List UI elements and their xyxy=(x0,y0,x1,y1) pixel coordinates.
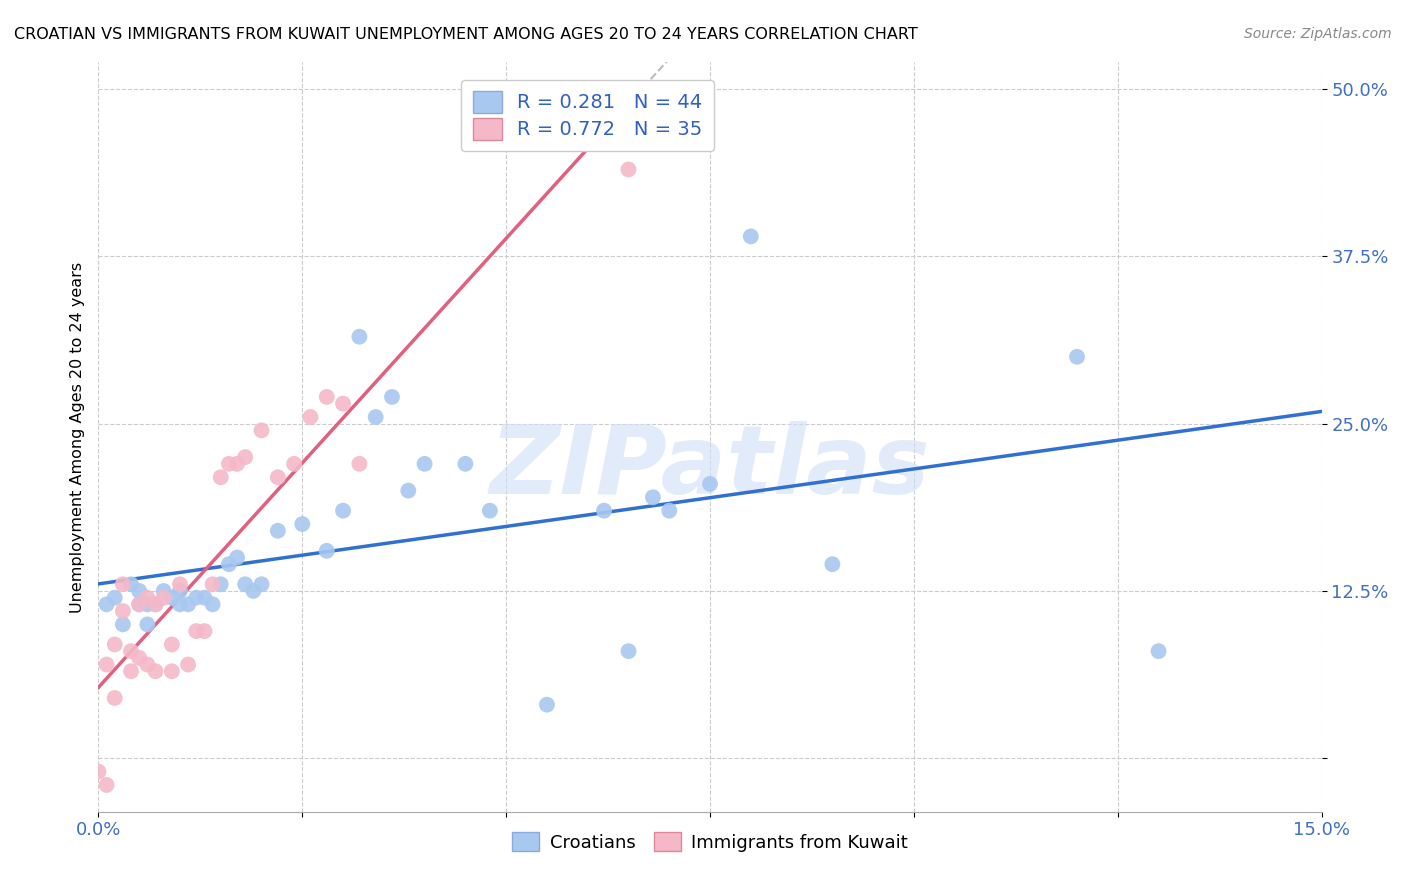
Y-axis label: Unemployment Among Ages 20 to 24 years: Unemployment Among Ages 20 to 24 years xyxy=(69,261,84,613)
Point xyxy=(201,577,224,591)
Point xyxy=(478,503,501,517)
Point xyxy=(699,477,721,491)
Point xyxy=(120,577,142,591)
Point xyxy=(160,591,183,605)
Point xyxy=(160,637,183,651)
Point xyxy=(267,470,290,484)
Point xyxy=(145,664,167,679)
Text: CROATIAN VS IMMIGRANTS FROM KUWAIT UNEMPLOYMENT AMONG AGES 20 TO 24 YEARS CORREL: CROATIAN VS IMMIGRANTS FROM KUWAIT UNEMP… xyxy=(14,27,918,42)
Point xyxy=(136,657,159,672)
Point xyxy=(617,162,640,177)
Point xyxy=(169,577,191,591)
Point xyxy=(413,457,436,471)
Point xyxy=(177,598,200,612)
Point xyxy=(233,450,256,464)
Point xyxy=(145,598,167,612)
Point xyxy=(364,410,387,425)
Point xyxy=(641,490,664,504)
Point xyxy=(120,664,142,679)
Point xyxy=(193,624,215,639)
Point xyxy=(136,591,159,605)
Point xyxy=(111,577,134,591)
Point xyxy=(349,330,371,344)
Point xyxy=(740,229,762,244)
Point xyxy=(299,410,322,425)
Text: ZIPatlas: ZIPatlas xyxy=(489,420,931,514)
Point xyxy=(396,483,419,498)
Point xyxy=(152,584,174,599)
Point xyxy=(267,524,290,538)
Legend: Croatians, Immigrants from Kuwait: Croatians, Immigrants from Kuwait xyxy=(505,824,915,859)
Point xyxy=(193,591,215,605)
Point xyxy=(136,598,159,612)
Point xyxy=(169,584,191,599)
Point xyxy=(152,591,174,605)
Point xyxy=(242,584,264,599)
Point xyxy=(104,591,127,605)
Point xyxy=(186,591,208,605)
Point xyxy=(536,698,558,712)
Point xyxy=(218,557,240,572)
Point xyxy=(87,764,110,779)
Point xyxy=(104,637,127,651)
Point xyxy=(332,396,354,410)
Point xyxy=(111,604,134,618)
Text: Source: ZipAtlas.com: Source: ZipAtlas.com xyxy=(1244,27,1392,41)
Point xyxy=(209,470,232,484)
Point xyxy=(96,657,118,672)
Point xyxy=(169,598,191,612)
Point xyxy=(120,644,142,658)
Point xyxy=(160,664,183,679)
Point xyxy=(250,577,273,591)
Point xyxy=(128,584,150,599)
Point xyxy=(96,598,118,612)
Point xyxy=(128,598,150,612)
Point xyxy=(177,657,200,672)
Point xyxy=(209,577,232,591)
Point xyxy=(250,424,273,438)
Point xyxy=(821,557,844,572)
Point xyxy=(111,617,134,632)
Point xyxy=(96,778,118,792)
Point xyxy=(593,503,616,517)
Point xyxy=(128,598,150,612)
Point xyxy=(315,390,337,404)
Point xyxy=(454,457,477,471)
Point xyxy=(104,690,127,705)
Point xyxy=(381,390,404,404)
Point xyxy=(291,517,314,532)
Point xyxy=(136,617,159,632)
Point xyxy=(226,550,249,565)
Point xyxy=(283,457,305,471)
Point xyxy=(332,503,354,517)
Point xyxy=(617,644,640,658)
Point xyxy=(315,544,337,558)
Point xyxy=(145,598,167,612)
Point xyxy=(1066,350,1088,364)
Point xyxy=(658,503,681,517)
Point xyxy=(233,577,256,591)
Point xyxy=(201,598,224,612)
Point xyxy=(128,651,150,665)
Point xyxy=(218,457,240,471)
Point xyxy=(349,457,371,471)
Point xyxy=(1147,644,1170,658)
Point xyxy=(186,624,208,639)
Point xyxy=(226,457,249,471)
